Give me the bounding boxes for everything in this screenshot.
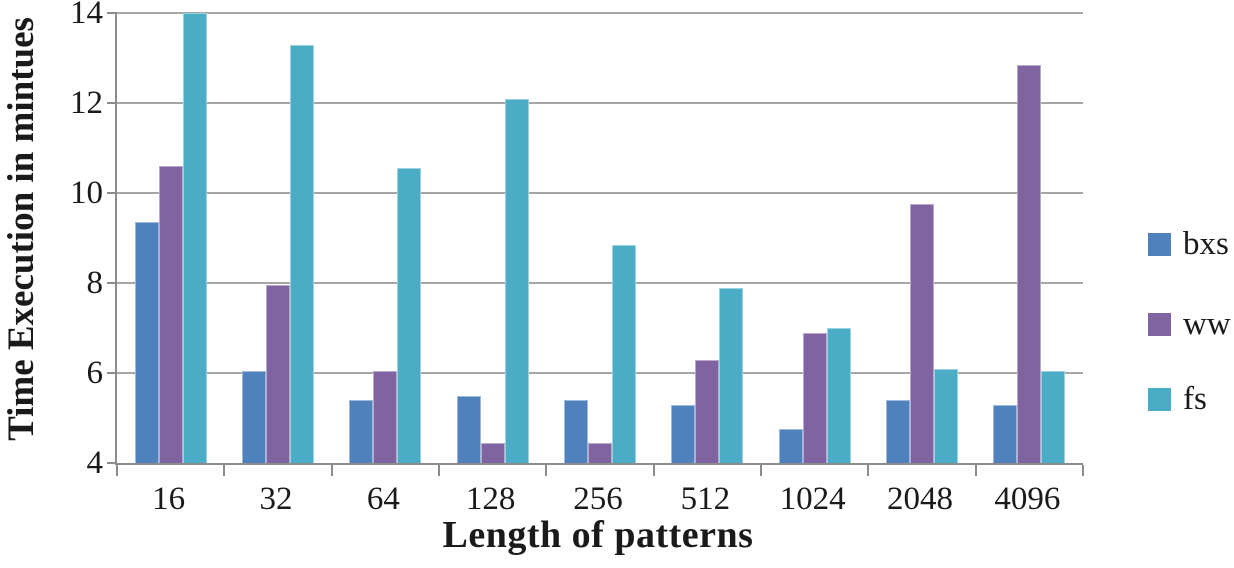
x-tick-label-4096: 4096 — [994, 481, 1061, 517]
bar-fs-128 — [504, 98, 529, 463]
bar-bxs-4096 — [993, 404, 1018, 463]
x-tickmark-2 — [330, 465, 333, 476]
y-tickmark-8 — [107, 282, 117, 284]
x-tickmark-9 — [1082, 465, 1084, 476]
bar-group-16 — [117, 13, 224, 463]
gridline-12 — [117, 102, 1083, 104]
plot-area — [107, 12, 1084, 476]
legend-item-ww: ww — [1148, 308, 1231, 341]
x-axis-title: Length of patterns — [442, 514, 754, 556]
legend-label-bxs: bxs — [1183, 226, 1229, 262]
bar-fs-256 — [611, 244, 636, 463]
x-tick-label-128: 128 — [465, 481, 516, 517]
bar-fs-2048 — [933, 368, 958, 463]
y-tick-label-6: 6 — [86, 355, 104, 391]
legend-swatch-bxs — [1148, 233, 1171, 256]
bar-bxs-16 — [134, 222, 159, 463]
y-tick-label-4: 4 — [86, 445, 104, 481]
bar-group-64 — [332, 13, 439, 463]
x-tickmark-7 — [867, 465, 870, 476]
x-tickmark-6 — [759, 465, 762, 476]
bar-ww-128 — [480, 442, 505, 463]
bar-ww-512 — [695, 359, 720, 463]
bar-group-512 — [654, 13, 761, 463]
legend-swatch-fs — [1148, 388, 1171, 411]
bar-bxs-128 — [456, 395, 481, 463]
bar-ww-64 — [373, 370, 398, 463]
y-tickmark-10 — [107, 192, 117, 194]
legend-label-ww: ww — [1183, 306, 1231, 342]
bar-bxs-64 — [349, 400, 374, 463]
y-tick-label-12: 12 — [70, 85, 103, 121]
bar-fs-16 — [182, 13, 207, 463]
bar-ww-32 — [265, 285, 290, 463]
bar-ww-2048 — [909, 204, 934, 463]
bar-fs-32 — [289, 44, 314, 463]
legend-label-fs: fs — [1183, 381, 1207, 417]
bar-fs-512 — [719, 287, 744, 463]
y-tickmark-12 — [107, 102, 117, 104]
y-tick-label-8: 8 — [86, 265, 104, 301]
x-tickmark-0 — [116, 465, 118, 476]
y-tick-label-10: 10 — [70, 175, 103, 211]
bar-group-4096 — [976, 13, 1083, 463]
bar-bxs-32 — [241, 370, 266, 463]
bar-bxs-512 — [671, 404, 696, 463]
x-tick-label-1024: 1024 — [779, 481, 846, 517]
legend-item-fs: fs — [1148, 383, 1207, 416]
y-tickmark-6 — [107, 372, 117, 374]
bar-ww-16 — [158, 166, 183, 463]
bar-ww-256 — [587, 442, 612, 463]
x-tickmark-5 — [652, 465, 655, 476]
gridline-8 — [117, 282, 1083, 284]
gridline-6 — [117, 372, 1083, 374]
legend-swatch-ww — [1148, 313, 1171, 336]
bar-bxs-1024 — [778, 429, 803, 463]
bar-ww-4096 — [1017, 64, 1042, 463]
bar-fs-4096 — [1041, 370, 1066, 463]
bar-group-32 — [224, 13, 331, 463]
bar-ww-1024 — [802, 332, 827, 463]
gridline-14 — [117, 12, 1083, 14]
bar-group-1024 — [761, 13, 868, 463]
x-tick-label-32: 32 — [259, 481, 293, 517]
x-tick-label-2048: 2048 — [886, 481, 953, 517]
x-tick-label-64: 64 — [366, 481, 400, 517]
bar-group-2048 — [868, 13, 975, 463]
bar-group-256 — [546, 13, 653, 463]
x-tickmark-4 — [545, 465, 548, 476]
bar-fs-64 — [397, 168, 422, 463]
gridline-10 — [117, 192, 1083, 194]
x-tick-label-256: 256 — [573, 481, 623, 517]
bar-fs-1024 — [826, 328, 851, 463]
x-tick-label-16: 16 — [152, 481, 186, 517]
legend-item-bxs: bxs — [1148, 228, 1229, 261]
y-tick-label-14: 14 — [70, 0, 103, 31]
x-tick-label-512: 512 — [680, 481, 731, 517]
y-tickmark-4 — [107, 462, 117, 464]
bar-bxs-2048 — [885, 400, 910, 463]
x-tickmark-3 — [437, 465, 440, 476]
x-tickmark-1 — [223, 465, 226, 476]
y-tickmark-14 — [107, 12, 117, 14]
bar-bxs-256 — [563, 400, 588, 463]
bar-group-128 — [439, 13, 546, 463]
x-tickmark-8 — [974, 465, 977, 476]
